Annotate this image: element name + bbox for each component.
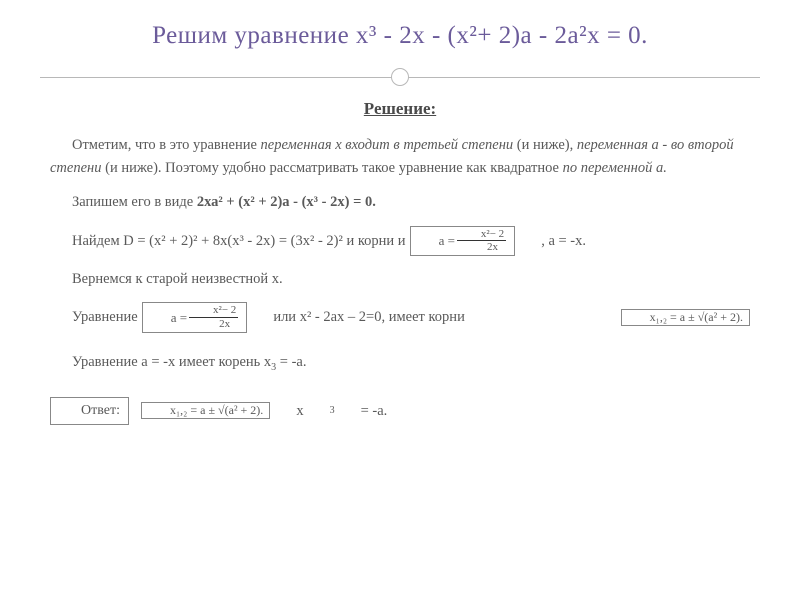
paragraph-discriminant: Найдем D = (х² + 2)² + 8х(х³ - 2х) = (3х… <box>50 226 750 256</box>
formula-lhs: a = <box>417 234 455 247</box>
fraction-denominator: 2x <box>195 318 232 330</box>
formula-box-a-repeat: a = x²− 2 2x <box>142 302 248 332</box>
text: = -а. <box>339 400 388 422</box>
formula-text: x₁,₂ = a ± √(a² + 2). <box>628 311 743 323</box>
fraction-numerator: x²− 2 <box>189 304 238 317</box>
text: или х² - 2ах – 2=0, имеет корни <box>251 306 465 328</box>
text: Уравнение а = -х имеет корень х <box>72 354 271 370</box>
paragraph-equation-roots: Уравнение a = x²− 2 2x или х² - 2ах – 2=… <box>50 302 750 332</box>
subscript: 3 <box>308 403 335 419</box>
formula-box-answer: x₁,₂ = a ± √(a² + 2). <box>141 402 270 419</box>
text-bold: 2ха² + (х² + 2)а - (х³ - 2х) = 0. <box>197 194 376 210</box>
text: Запишем его в виде <box>72 194 197 210</box>
answer-label-box: Ответ: <box>50 397 129 425</box>
text: , а = -х. <box>519 230 586 252</box>
fraction: x²− 2 2x <box>457 228 506 253</box>
formula-text: x₁,₂ = a ± √(a² + 2). <box>148 404 263 416</box>
paragraph-third-root: Уравнение а = -х имеет корень х3 = -а. <box>50 351 750 375</box>
text: Отметим, что в это уравнение <box>72 137 261 153</box>
divider-circle-icon <box>391 68 409 86</box>
text: х <box>274 400 303 422</box>
fraction-denominator: 2x <box>463 241 500 253</box>
text-italic: по переменной а. <box>563 160 667 176</box>
answer-row: Ответ: x₁,₂ = a ± √(a² + 2). х3 = -а. <box>50 397 750 425</box>
text: = -а. <box>276 354 306 370</box>
formula-box-a: a = x²− 2 2x <box>410 226 516 256</box>
divider-line-right <box>408 77 760 78</box>
formula-box-x12: x₁,₂ = a ± √(a² + 2). <box>621 309 750 326</box>
content-body: Решение: Отметим, что в это уравнение пе… <box>0 96 800 457</box>
fraction: x²− 2 2x <box>189 304 238 329</box>
paragraph-rewrite: Запишем его в виде 2ха² + (х² + 2)а - (х… <box>50 191 750 213</box>
slide-title: Решим уравнение х³ - 2х - (х²+ 2)а - 2а²… <box>40 22 760 50</box>
text: Уравнение <box>50 306 138 328</box>
fraction-numerator: x²− 2 <box>457 228 506 241</box>
text: (и ниже), <box>513 137 577 153</box>
paragraph-intro: Отметим, что в это уравнение переменная … <box>50 134 750 179</box>
text-italic: переменная х входит в третьей степени <box>261 137 514 153</box>
formula-lhs: a = <box>149 311 187 324</box>
title-area: Решим уравнение х³ - 2х - (х²+ 2)а - 2а²… <box>0 0 800 62</box>
divider <box>0 68 800 86</box>
divider-line-left <box>40 77 392 78</box>
text: Найдем D = (х² + 2)² + 8х(х³ - 2х) = (3х… <box>50 230 406 252</box>
text: (и ниже). Поэтому удобно рассматривать т… <box>101 160 562 176</box>
solution-header: Решение: <box>50 96 750 122</box>
slide: Решим уравнение х³ - 2х - (х²+ 2)а - 2а²… <box>0 0 800 600</box>
paragraph-return: Вернемся к старой неизвестной х. <box>50 268 750 290</box>
